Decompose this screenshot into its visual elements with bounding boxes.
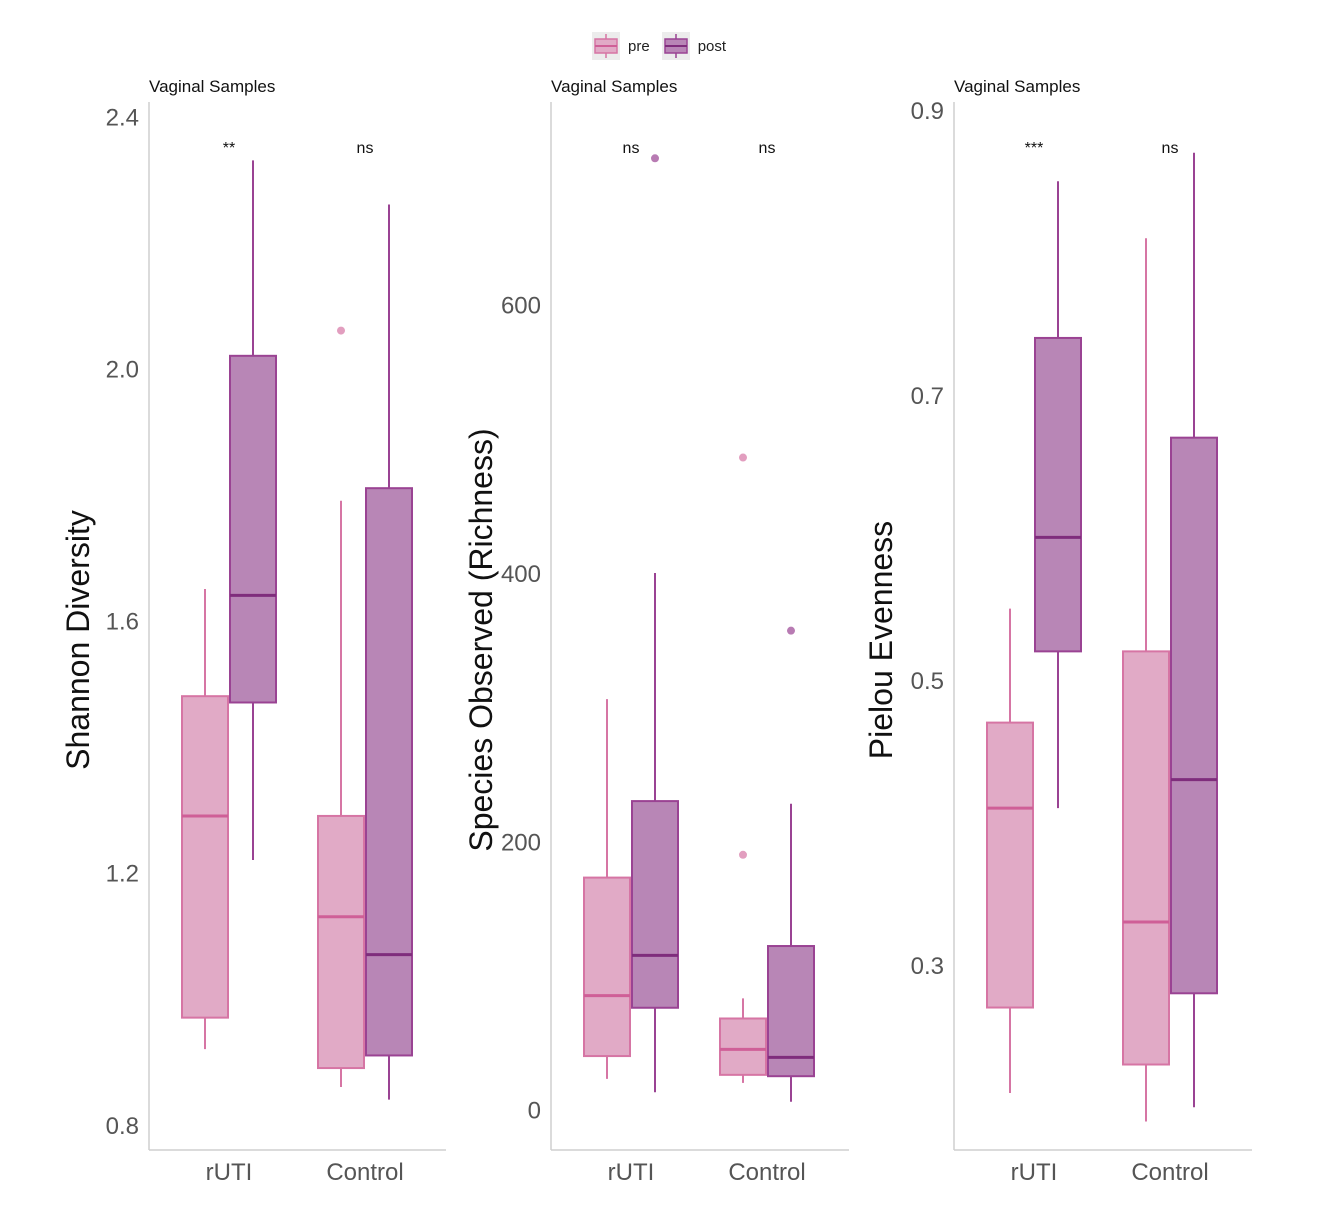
box-post-ruti [1034, 181, 1082, 809]
x-tick-label: rUTI [1011, 1159, 1058, 1186]
y-tick-label: 400 [501, 561, 541, 588]
box-iqr [1122, 650, 1170, 1066]
outlier-point [739, 850, 747, 859]
y-axis-label: Species Observed (Richness) [463, 428, 499, 851]
significance-label: *** [1025, 140, 1044, 157]
box-iqr [365, 487, 413, 1057]
box-pre-control [317, 326, 365, 1087]
legend-key-post [661, 32, 690, 60]
panel-1: Vaginal Samples Shannon Diversity 0.8 1.2 1.… [60, 77, 446, 1186]
y-tick-label: 200 [501, 829, 541, 856]
box-iqr [181, 695, 229, 1019]
x-tick-label: Control [326, 1159, 403, 1186]
box-iqr [767, 945, 815, 1078]
y-tick-label: 2.4 [106, 104, 139, 131]
legend: pre post [592, 32, 738, 60]
panel-title: Vaginal Samples [551, 77, 677, 96]
box-iqr [986, 721, 1034, 1009]
box-iqr [583, 876, 631, 1058]
box-iqr [1170, 436, 1218, 995]
box-post-control [365, 204, 413, 1100]
box-pre-control [1122, 238, 1170, 1122]
y-tick-label: 2.0 [106, 356, 139, 383]
legend-item-post: post [661, 32, 727, 60]
y-tick-label: 0.7 [911, 383, 944, 410]
y-tick-label: 600 [501, 293, 541, 320]
box-pre-ruti [583, 699, 631, 1079]
box-post-control [1170, 152, 1218, 1108]
x-tick-label: rUTI [206, 1159, 253, 1186]
panel-title: Vaginal Samples [954, 77, 1080, 96]
x-tick-label: rUTI [608, 1159, 655, 1186]
box-pre-ruti [181, 589, 229, 1050]
y-tick-label: 0.9 [911, 98, 944, 125]
legend-label-pre: pre [628, 37, 650, 55]
box-iqr [229, 354, 277, 704]
box-iqr [719, 1017, 767, 1076]
y-tick-label: 0.5 [911, 668, 944, 695]
y-axis-label: Pielou Evenness [863, 521, 899, 759]
box-iqr [1034, 336, 1082, 653]
box-post-ruti [229, 160, 277, 861]
y-tick-label: 1.6 [106, 609, 139, 636]
significance-label: ns [759, 140, 776, 157]
y-axis-label: Shannon Diversity [60, 510, 96, 770]
box-iqr [631, 800, 679, 1009]
significance-label: ns [623, 140, 640, 157]
y-tick-label: 0.3 [911, 953, 944, 980]
legend-key-pre [592, 32, 620, 60]
y-tick-label: 0.8 [106, 1113, 139, 1140]
y-tick-label: 0 [528, 1098, 541, 1125]
panel-title: Vaginal Samples [149, 77, 275, 96]
y-tick-label: 1.2 [106, 861, 139, 888]
box-pre-ruti [986, 608, 1034, 1094]
box-post-ruti [631, 154, 679, 1093]
significance-label: ns [357, 140, 374, 157]
panel-2: Vaginal Samples Species Observed (Richnes… [463, 77, 849, 1186]
panel-3: Vaginal Samples Pielou Evenness 0.3 0.5 0.7 0… [863, 77, 1252, 1186]
legend-label-post: post [697, 37, 727, 55]
box-post-control [767, 626, 815, 1102]
x-tick-label: Control [728, 1159, 805, 1186]
outlier-point [651, 154, 659, 163]
outlier-point [739, 453, 747, 462]
significance-label: ** [223, 140, 235, 157]
x-tick-label: Control [1131, 1159, 1208, 1186]
box-pre-control [719, 453, 767, 1083]
legend-item-pre: pre [592, 32, 650, 60]
box-iqr [317, 814, 365, 1070]
outlier-point [337, 326, 345, 335]
outlier-point [787, 626, 795, 635]
significance-label: ns [1162, 140, 1179, 157]
